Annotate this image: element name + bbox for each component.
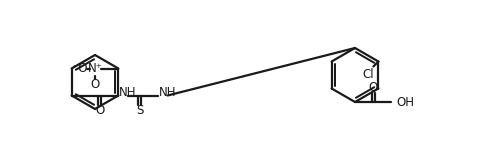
Text: NH: NH	[119, 86, 136, 99]
Text: S: S	[136, 104, 144, 117]
Text: O: O	[368, 81, 378, 93]
Text: O: O	[95, 104, 104, 117]
Text: NH: NH	[158, 86, 176, 99]
Text: ⁻O: ⁻O	[72, 62, 88, 75]
Text: Cl: Cl	[362, 68, 374, 81]
Text: N⁺: N⁺	[88, 62, 103, 75]
Text: O: O	[91, 78, 100, 91]
Text: OH: OH	[396, 95, 414, 109]
